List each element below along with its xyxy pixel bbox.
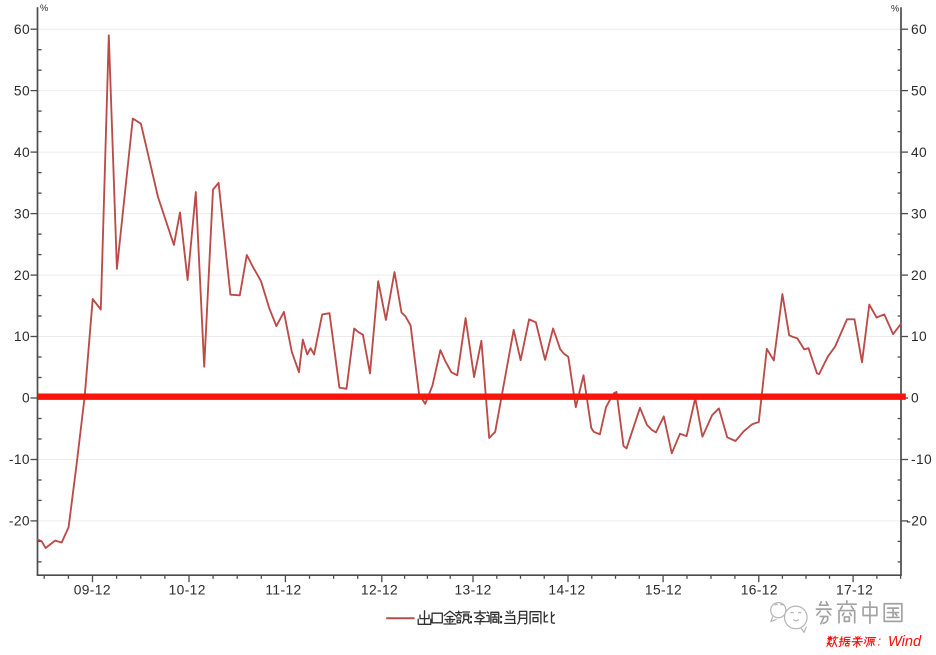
svg-text:50: 50 bbox=[14, 83, 30, 98]
svg-text:13-12: 13-12 bbox=[455, 583, 492, 598]
svg-text:09-12: 09-12 bbox=[74, 583, 111, 598]
svg-text:10: 10 bbox=[14, 329, 30, 344]
svg-text:40: 40 bbox=[14, 145, 30, 160]
svg-text:30: 30 bbox=[14, 206, 30, 221]
svg-text:40: 40 bbox=[911, 145, 927, 160]
svg-text:%: % bbox=[40, 3, 48, 13]
svg-text:12-12: 12-12 bbox=[361, 583, 398, 598]
svg-text:-20: -20 bbox=[906, 514, 927, 529]
svg-text:50: 50 bbox=[911, 83, 927, 98]
svg-text:14-12: 14-12 bbox=[548, 583, 585, 598]
svg-text:60: 60 bbox=[14, 22, 30, 37]
svg-text:17-12: 17-12 bbox=[836, 583, 873, 598]
svg-text::: : bbox=[878, 634, 882, 649]
svg-text:15-12: 15-12 bbox=[645, 583, 682, 598]
svg-text:16-12: 16-12 bbox=[741, 583, 778, 598]
svg-text:-10: -10 bbox=[911, 452, 932, 467]
svg-text:-20: -20 bbox=[9, 514, 30, 529]
svg-text:10-12: 10-12 bbox=[169, 583, 206, 598]
svg-text:-10: -10 bbox=[9, 452, 30, 467]
svg-text:%: % bbox=[891, 3, 899, 13]
svg-text:0: 0 bbox=[22, 391, 30, 406]
svg-text:30: 30 bbox=[911, 206, 927, 221]
svg-text:60: 60 bbox=[911, 22, 927, 37]
svg-text:10: 10 bbox=[911, 329, 927, 344]
svg-text:20: 20 bbox=[14, 268, 30, 283]
svg-text:0: 0 bbox=[911, 391, 919, 406]
svg-text:20: 20 bbox=[911, 268, 927, 283]
svg-text:Wind: Wind bbox=[888, 634, 922, 650]
svg-text:11-12: 11-12 bbox=[265, 583, 301, 598]
